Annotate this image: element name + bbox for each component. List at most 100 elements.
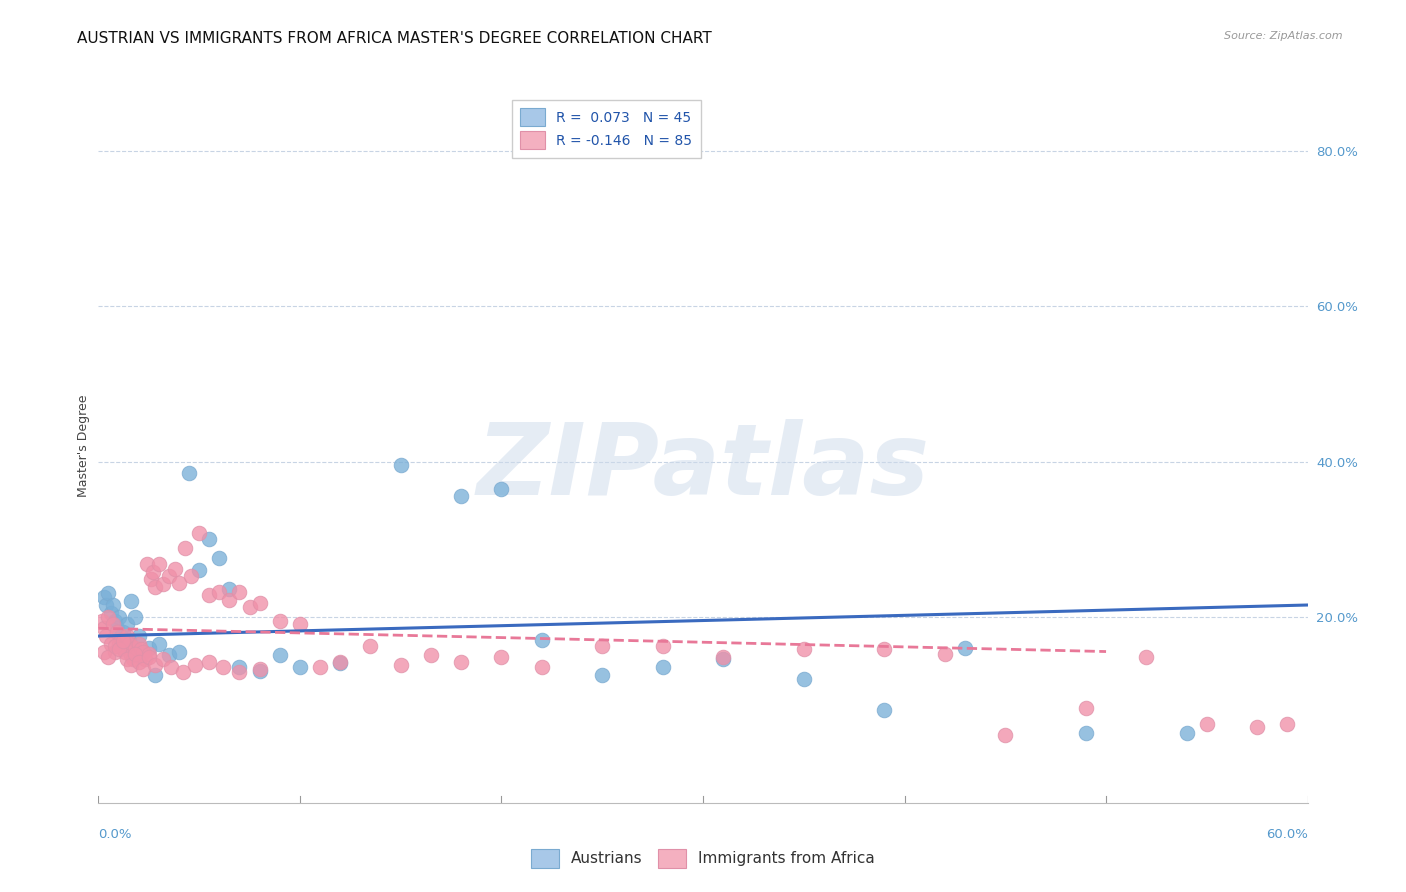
Point (124, 609, 146, 624)
Point (184, 657, 207, 672)
Point (114, 644, 136, 658)
Point (148, 557, 170, 571)
Point (125, 648, 148, 663)
Point (101, 617, 124, 632)
Point (120, 594, 142, 608)
Point (143, 657, 166, 672)
Point (873, 703, 896, 717)
Point (143, 580, 166, 594)
Point (188, 525, 211, 540)
Point (179, 466, 201, 480)
Point (101, 598, 124, 612)
Point (105, 621, 128, 635)
Point (111, 625, 134, 640)
Point (167, 644, 190, 658)
Point (148, 637, 170, 651)
Point (97, 650, 120, 665)
Point (212, 660, 235, 674)
Text: 0.0%: 0.0% (98, 828, 132, 841)
Point (873, 642, 896, 657)
Point (103, 614, 125, 628)
Point (1074, 701, 1097, 715)
Point (135, 557, 157, 571)
Point (143, 668, 166, 682)
Point (157, 648, 180, 663)
Point (198, 655, 221, 669)
Point (1074, 726, 1097, 740)
Point (450, 655, 472, 669)
Point (360, 639, 382, 653)
Point (218, 592, 240, 607)
Point (142, 565, 165, 579)
Point (651, 639, 673, 653)
Point (111, 640, 134, 655)
Point (128, 655, 150, 669)
Point (288, 660, 311, 674)
Point (124, 647, 146, 661)
Point (115, 629, 138, 643)
Point (591, 668, 613, 682)
Point (118, 637, 141, 651)
Point (107, 609, 129, 624)
Point (198, 588, 221, 602)
Point (107, 642, 129, 657)
Point (711, 652, 734, 666)
Point (1195, 716, 1218, 731)
Point (110, 629, 132, 643)
Point (100, 606, 122, 620)
Point (114, 637, 136, 651)
Point (118, 632, 141, 647)
Point (249, 596, 271, 610)
Point (124, 640, 146, 655)
Point (953, 640, 976, 655)
Point (1277, 716, 1299, 731)
Point (591, 639, 613, 653)
Point (172, 665, 194, 680)
Text: Source: ZipAtlas.com: Source: ZipAtlas.com (1225, 31, 1343, 41)
Point (96, 598, 118, 612)
Point (93, 591, 115, 605)
Point (111, 634, 134, 648)
Point (309, 660, 332, 674)
Point (711, 650, 734, 665)
Point (208, 551, 231, 566)
Point (450, 490, 472, 504)
Text: ZIPatlas: ZIPatlas (477, 419, 929, 516)
Point (167, 576, 190, 591)
Point (218, 582, 240, 597)
Point (97, 609, 120, 624)
Point (110, 632, 132, 647)
Point (530, 632, 553, 647)
Point (103, 639, 125, 653)
Point (132, 662, 155, 676)
Point (228, 665, 250, 680)
Point (174, 541, 197, 556)
Point (491, 650, 513, 665)
Point (93, 621, 115, 635)
Point (107, 637, 129, 651)
Point (249, 664, 271, 678)
Point (97, 586, 120, 600)
Point (239, 600, 262, 615)
Point (132, 644, 155, 658)
Point (120, 648, 142, 663)
Point (152, 652, 174, 666)
Point (793, 642, 815, 657)
Point (121, 640, 143, 655)
Point (152, 577, 174, 591)
Point (530, 660, 553, 674)
Legend: R =  0.073   N = 45, R = -0.146   N = 85: R = 0.073 N = 45, R = -0.146 N = 85 (512, 100, 700, 158)
Point (128, 637, 150, 651)
Point (288, 617, 311, 632)
Point (120, 657, 142, 672)
Point (934, 647, 956, 661)
Point (129, 642, 152, 657)
Point (115, 617, 138, 632)
Point (157, 569, 180, 583)
Point (103, 644, 125, 658)
Point (91, 614, 114, 628)
Point (138, 647, 160, 661)
Point (389, 458, 412, 473)
Point (420, 648, 443, 663)
Point (269, 648, 291, 663)
